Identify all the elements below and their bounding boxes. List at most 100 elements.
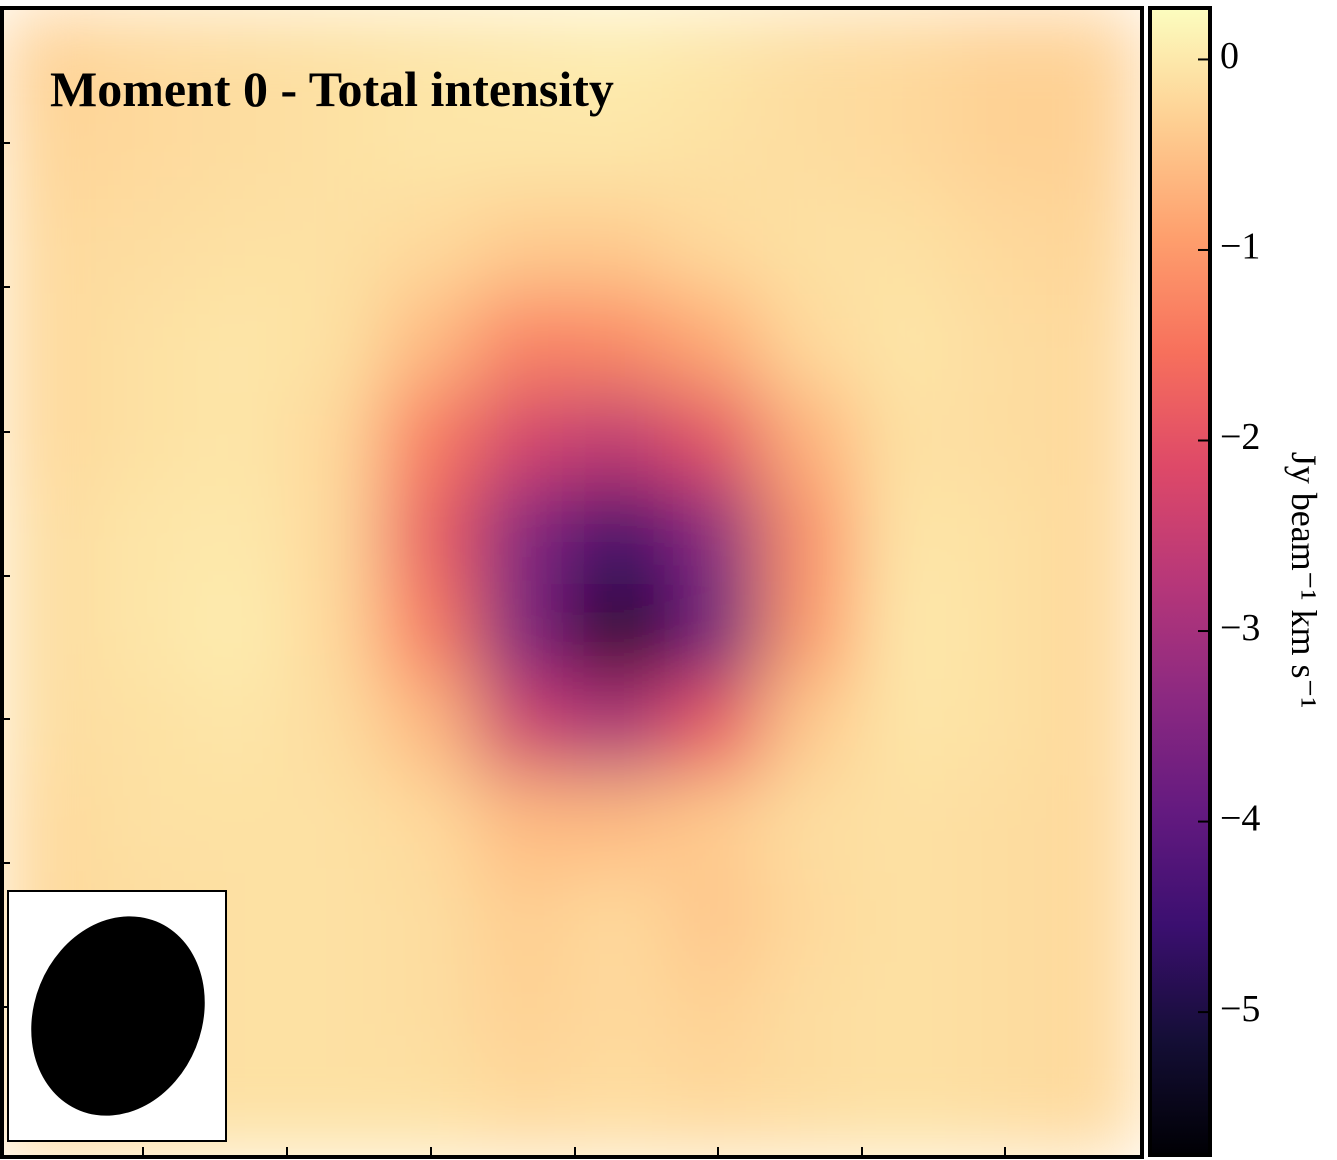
colorbar-frame: [1148, 6, 1212, 1157]
colorbar-tick-label: 0: [1220, 35, 1239, 77]
heatmap-cell: [285, 391, 382, 488]
heatmap-cell: [190, 295, 286, 392]
heatmap-cell: [1046, 869, 1142, 966]
heatmap-cell: [190, 103, 286, 200]
heatmap-cell: [761, 391, 857, 488]
heatmap-cell: [380, 486, 477, 583]
colorbar-ticks: 0 −1 −2 −3 −4 −5: [1198, 35, 1260, 1030]
heatmap-cell: [951, 678, 1048, 775]
heatmap-cell: [666, 8, 762, 105]
heatmap-cell: [1046, 582, 1142, 679]
heatmap-cell: [190, 391, 286, 488]
heatmap-cell: [95, 678, 191, 775]
heatmap-cell: [0, 582, 96, 679]
heatmap-cell: [190, 774, 286, 871]
heatmap-cell: [1046, 965, 1142, 1062]
heatmap-cell: [951, 774, 1048, 871]
heatmap-cell: [951, 391, 1048, 488]
heatmap-cell: [95, 774, 191, 871]
heatmap-cell: [951, 103, 1048, 200]
heatmap-cell: [571, 199, 667, 296]
heatmap-cell: [475, 103, 572, 200]
heatmap-cell: [1046, 678, 1142, 775]
heatmap-cell: [951, 8, 1048, 105]
heatmap-cell: [285, 486, 382, 583]
heatmap-cell: [951, 486, 1048, 583]
heatmap-cell: [1046, 295, 1142, 392]
heatmap-cell: [475, 1061, 572, 1157]
heatmap-cell: [761, 8, 857, 105]
heatmap-cell: [0, 678, 96, 775]
heatmap-cell: [0, 774, 96, 871]
heatmap-cell: [95, 391, 191, 488]
heatmap-cell: [95, 295, 191, 392]
heatmap-cell: [761, 582, 857, 679]
heatmap-cell: [475, 965, 572, 1062]
heatmap-cell: [190, 8, 286, 105]
heatmap-cell: [285, 774, 382, 871]
heatmap-cell: [666, 103, 762, 200]
heatmap-cell: [856, 1061, 953, 1157]
heatmap-cell: [856, 486, 953, 583]
heatmap-cell: [951, 965, 1048, 1062]
heatmap-cell: [285, 869, 382, 966]
heatmap-cell: [1046, 199, 1142, 296]
heatmap-cell: [1046, 486, 1142, 583]
heatmap-cell: [190, 486, 286, 583]
heatmap-cell: [571, 295, 667, 392]
heatmap-cell: [856, 391, 953, 488]
heatmap-cell: [380, 869, 477, 966]
heatmap-cell: [571, 869, 667, 966]
heatmap-cell: [1046, 1061, 1142, 1157]
heatmap-cell: [190, 199, 286, 296]
map-area: [0, 8, 1142, 1157]
heatmap-cell: [856, 678, 953, 775]
heatmap-cell: [285, 582, 382, 679]
heatmap-cell: [95, 8, 191, 105]
heatmap-cell: [856, 582, 953, 679]
heatmap-cell: [761, 199, 857, 296]
heatmap-cell: [475, 869, 572, 966]
heatmap-cell: [666, 295, 762, 392]
heatmap-cell: [285, 8, 382, 105]
heatmap-cell: [380, 774, 477, 871]
heatmap-cell: [761, 869, 857, 966]
heatmap-cell: [1046, 8, 1142, 105]
heatmap-cell: [285, 295, 382, 392]
heatmap-cell: [761, 295, 857, 392]
heatmap-cell: [571, 582, 667, 679]
heatmap-cell: [856, 774, 953, 871]
heatmap-cell: [285, 965, 382, 1062]
heatmap: [0, 8, 1142, 1157]
heatmap-cell: [95, 582, 191, 679]
heatmap-cell: [0, 103, 96, 200]
heatmap-cell: [666, 582, 762, 679]
heatmap-cell: [475, 295, 572, 392]
heatmap-cell: [1046, 103, 1142, 200]
heatmap-cell: [571, 103, 667, 200]
heatmap-cell: [951, 1061, 1048, 1157]
heatmap-cell: [666, 391, 762, 488]
heatmap-cell: [666, 1061, 762, 1157]
heatmap-cell: [1046, 774, 1142, 871]
colorbar-tick-label: −1: [1220, 226, 1260, 268]
colorbar-tick-label: −5: [1220, 988, 1260, 1030]
heatmap-cell: [951, 199, 1048, 296]
heatmap-cell: [190, 582, 286, 679]
colorbar-tick-label: −3: [1220, 607, 1260, 649]
heatmap-cell: [761, 965, 857, 1062]
plot-frame: [0, 6, 1144, 1159]
heatmap-cell: [475, 199, 572, 296]
heatmap-cell: [1046, 391, 1142, 488]
heatmap-cell: [475, 678, 572, 775]
heatmap-cell: [0, 295, 96, 392]
colorbar-tick-label: −4: [1220, 797, 1260, 839]
heatmap-cell: [761, 103, 857, 200]
heatmap-cell: [571, 8, 667, 105]
heatmap-cell: [380, 391, 477, 488]
heatmap-cell: [95, 103, 191, 200]
heatmap-cell: [475, 8, 572, 105]
colorbar-label: Jy beam⁻¹ km s⁻¹: [1284, 452, 1324, 709]
heatmap-cell: [380, 103, 477, 200]
